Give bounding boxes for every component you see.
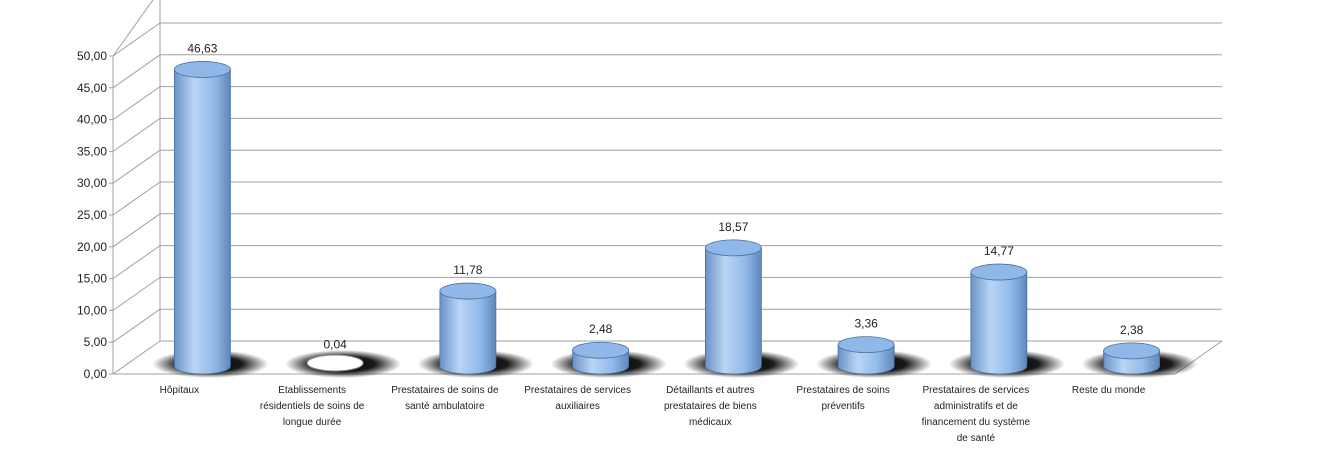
x-tick-label-line: Etablissements xyxy=(278,385,346,396)
x-tick-label-line: préventifs xyxy=(821,401,864,412)
x-tick-label-line: prestataires de biens xyxy=(664,401,757,412)
gridline-diag xyxy=(112,86,161,121)
bar-6 xyxy=(970,263,1028,375)
x-tick-label: Prestataires de soins de santé ambulatoir… xyxy=(391,385,499,412)
bar-7 xyxy=(1103,342,1161,375)
bar-top xyxy=(837,336,895,354)
bar-top xyxy=(1103,342,1161,360)
x-tick-label: Reste du monde xyxy=(1072,385,1146,396)
bar-3 xyxy=(572,341,630,375)
gridline-diag xyxy=(112,181,161,216)
y-tick-label: 20,00 xyxy=(77,240,107,254)
x-tick-label: Prestataires de soins préventifs xyxy=(796,385,889,412)
x-tick-label-line: administratifs et de xyxy=(934,401,1018,412)
gridline-diag xyxy=(112,54,161,89)
x-tick-label: Etablissements résidentiels de soins de lo… xyxy=(260,385,365,428)
gridline-diag xyxy=(112,276,161,311)
data-label: 2,38 xyxy=(1120,323,1144,337)
bar-top xyxy=(439,282,497,300)
gridline-diag xyxy=(112,245,161,280)
gridline-diag xyxy=(112,340,161,375)
gridline-diag xyxy=(112,22,161,57)
data-label: 11,78 xyxy=(453,263,482,277)
data-label: 46,63 xyxy=(187,41,217,55)
x-tick-label-line: médicaux xyxy=(689,417,732,428)
data-label: 3,36 xyxy=(854,317,878,331)
y-tick-label: 15,00 xyxy=(77,272,107,286)
data-label: 2,48 xyxy=(589,322,613,336)
bar-body xyxy=(970,271,1028,375)
x-tick-label: Hôpitaux xyxy=(160,385,199,396)
bar-top xyxy=(173,61,231,78)
bar-5 xyxy=(837,336,895,375)
x-tick-label-line: de santé xyxy=(957,433,996,444)
y-tick-label: 30,00 xyxy=(77,176,107,190)
x-tick-label-line: Prestataires de services xyxy=(923,385,1030,396)
bar-top xyxy=(704,239,762,257)
x-tick-label-line: financement du système xyxy=(922,417,1031,428)
gridline-diag xyxy=(112,213,161,248)
bar-top xyxy=(572,341,630,359)
bar-top xyxy=(970,263,1028,281)
x-tick-label-line: Détaillants et autres xyxy=(666,385,754,396)
x-tick-label: Prestataires de services administratifs e… xyxy=(922,385,1031,444)
x-tick-label-line: Prestataires de soins de xyxy=(391,385,499,396)
y-tick-label: 5,00 xyxy=(84,335,108,349)
top-diag xyxy=(112,0,154,57)
x-tick-label: Détaillants et autres prestataires de bie… xyxy=(664,385,757,428)
bar-body xyxy=(173,69,231,375)
gridline-diag xyxy=(112,308,161,343)
y-tick-label: 50,00 xyxy=(77,49,107,63)
bar-1 xyxy=(306,354,364,372)
y-tick-label: 0,00 xyxy=(84,367,108,381)
gridline-diag xyxy=(112,117,161,152)
x-tick-label-line: santé ambulatoire xyxy=(405,401,485,412)
y-tick-label: 10,00 xyxy=(77,303,107,317)
bar-4 xyxy=(704,239,762,375)
bar-body xyxy=(704,247,762,375)
x-tick-label-line: Prestataires de services xyxy=(524,385,631,396)
bar-2 xyxy=(439,282,497,375)
y-tick-label: 25,00 xyxy=(77,208,107,222)
bar-0 xyxy=(173,61,231,375)
x-tick-label-line: résidentiels de soins de xyxy=(260,401,365,412)
bar-top xyxy=(306,354,364,372)
x-tick-label-line: Prestataires de soins xyxy=(796,385,889,396)
x-tick-label: Prestataires de services auxiliaires xyxy=(524,385,631,412)
y-tick-label: 35,00 xyxy=(77,144,107,158)
y-tick-label: 40,00 xyxy=(77,113,107,127)
x-tick-label-line: Reste du monde xyxy=(1072,385,1146,396)
bar-body xyxy=(439,290,497,375)
gridline-diag xyxy=(112,149,161,184)
data-label: 18,57 xyxy=(718,220,748,234)
x-tick-label-line: Hôpitaux xyxy=(160,385,199,396)
x-tick-label-line: auxiliaires xyxy=(555,401,599,412)
x-tick-label-line: longue durée xyxy=(283,417,342,428)
data-label: 0,04 xyxy=(323,338,347,352)
data-label: 14,77 xyxy=(984,244,1014,258)
y-tick-label: 45,00 xyxy=(77,81,107,95)
